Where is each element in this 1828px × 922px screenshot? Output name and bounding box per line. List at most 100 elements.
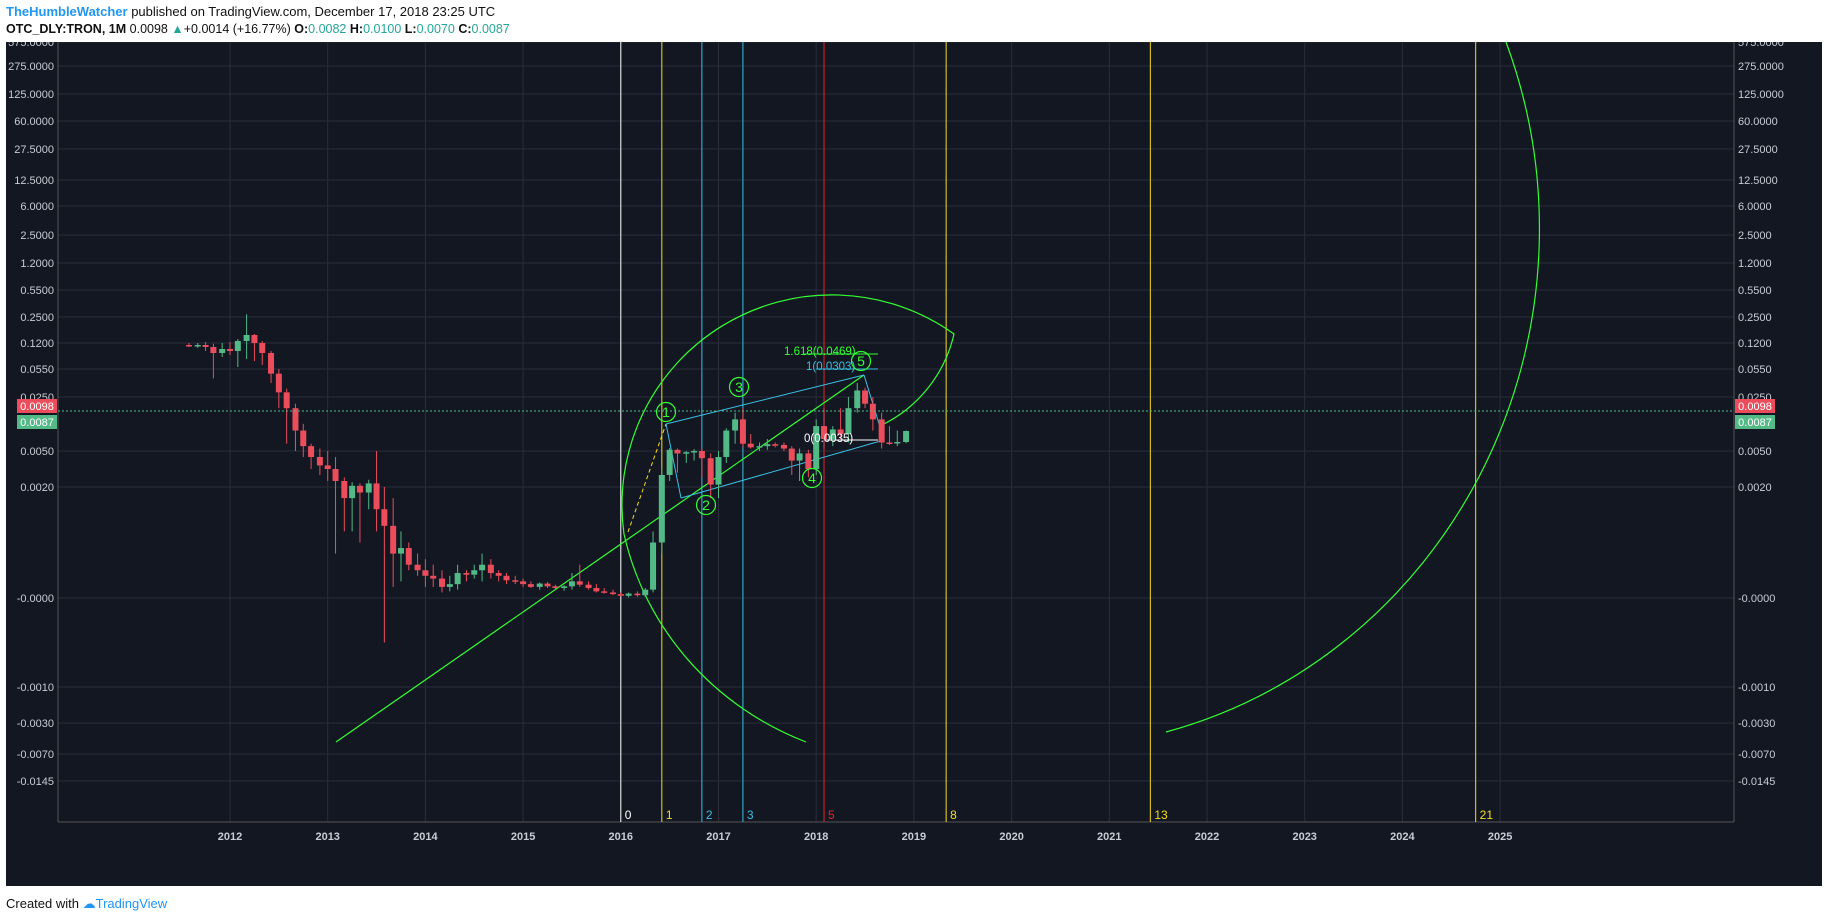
ticker-symbol: OTC_DLY:TRON, 1M (6, 22, 127, 36)
low-value: 0.0070 (416, 22, 455, 36)
candle-body (854, 390, 861, 409)
fib-time-label: 2 (706, 808, 713, 822)
price-tick-left: 60.0000 (14, 116, 54, 128)
candle-body (821, 426, 828, 439)
candle-body (268, 353, 275, 374)
footer: Created with ☁TradingView (6, 896, 167, 912)
price-tick-right: 0.1200 (1738, 338, 1772, 350)
candle-body (349, 485, 356, 499)
close-value: 0.0087 (471, 22, 510, 36)
candle-body (715, 457, 722, 485)
price-badge-right (1735, 415, 1775, 429)
time-tick: 2014 (413, 831, 438, 843)
time-tick: 2023 (1292, 831, 1316, 843)
candle-body (845, 408, 852, 434)
fib-time-label: 13 (1154, 808, 1168, 822)
trend-line (335, 374, 865, 743)
candle-body (658, 475, 665, 543)
price-tick-right: 0.0020 (1738, 482, 1772, 494)
candle-body (234, 341, 241, 351)
price-tick-left: 0.2500 (20, 312, 54, 324)
candle-body (446, 584, 453, 587)
high-value: 0.0100 (363, 22, 402, 36)
candle-body (813, 426, 820, 469)
candle-body (471, 570, 478, 575)
candle-body (585, 584, 592, 589)
tradingview-brand-link[interactable]: TradingView (95, 896, 168, 911)
candle-body (463, 573, 470, 575)
candle-body (634, 593, 641, 596)
drawings-layer: 1.618(0.0469) 1(0.0303) 0(0.0035) 1 2 3 4 5 (185, 42, 1541, 743)
candle-body (536, 583, 543, 587)
price-tick-left: 0.5500 (20, 285, 54, 297)
candle-body (332, 469, 339, 481)
candle-body (527, 584, 534, 587)
candle-body (593, 588, 600, 592)
wave-circle (695, 494, 717, 516)
candle-body (650, 542, 657, 590)
candle-body (194, 345, 201, 347)
candle-body (772, 444, 779, 446)
candle-body (283, 392, 290, 409)
price-tick-right: 12.5000 (1738, 175, 1778, 187)
price-tick-right: 1.2000 (1738, 258, 1772, 270)
candle-body (601, 591, 608, 593)
time-tick: 2024 (1390, 831, 1415, 843)
time-tick: 2022 (1195, 831, 1219, 843)
candle-body (259, 343, 266, 353)
candle-body (691, 451, 698, 453)
author-link[interactable]: TheHumbleWatcher (6, 4, 128, 19)
candle-body (430, 575, 437, 579)
candle-body (390, 525, 397, 554)
candle-body (698, 451, 705, 459)
wave-label: 1 (662, 404, 670, 420)
price-badge-label: 0.0098 (20, 401, 54, 413)
published-text: published on TradingView.com, December 1… (127, 4, 496, 19)
candle-body (829, 429, 836, 439)
up-triangle-icon: ▲ (171, 22, 184, 36)
candle-body (308, 446, 315, 457)
time-tick: 2017 (706, 831, 730, 843)
candle-body (625, 593, 632, 596)
candle-body (479, 564, 486, 571)
price-badge-label: 0.0098 (1738, 401, 1772, 413)
wave-circle (850, 350, 872, 372)
price-tick-right: 0.5500 (1738, 285, 1772, 297)
candle-body (568, 581, 575, 587)
candle-body (422, 570, 429, 576)
time-tick: 2015 (511, 831, 535, 843)
candle-body (788, 448, 795, 461)
wave-circle (728, 376, 750, 398)
time-tick: 2021 (1097, 831, 1121, 843)
fib-time-label: 0 (625, 808, 632, 822)
candle-body (796, 453, 803, 461)
price-tick-left: 1.2000 (20, 258, 54, 270)
price-tick-right: 0.0050 (1738, 446, 1772, 458)
price-tick-left: 27.5000 (14, 144, 54, 156)
price-badge-label: 0.0087 (20, 417, 54, 429)
candle-body (495, 573, 502, 576)
price-tick-left: 275.0000 (8, 61, 54, 73)
fib-time-label: 8 (950, 808, 957, 822)
candle-body (894, 442, 901, 444)
price-tick-right: -0.0000 (1738, 593, 1775, 605)
wave-label: 5 (857, 353, 865, 369)
candle-body (805, 453, 812, 469)
candle-body (666, 449, 673, 475)
price-badge-right (1735, 399, 1775, 413)
candle-body (405, 548, 412, 565)
candle-body (764, 444, 771, 447)
price-tick-left: 0.0050 (20, 446, 54, 458)
price-change: +0.0014 (+16.77%) (183, 22, 291, 36)
wave-circle (801, 467, 823, 489)
price-tick-right: 60.0000 (1738, 116, 1778, 128)
time-tick: 2019 (902, 831, 926, 843)
price-chart[interactable]: 575.0000 575.0000 275.0000 275.0000 125.0000… (6, 42, 1822, 886)
candle-body (609, 592, 616, 595)
candle-body (756, 446, 763, 448)
candle-body (520, 581, 527, 585)
tradingview-logo-icon: ☁ (82, 896, 96, 911)
price-tick-right: 0.0550 (1738, 364, 1772, 376)
fib-time-label: 3 (747, 808, 754, 822)
price-tick-right: -0.0070 (1738, 749, 1775, 761)
